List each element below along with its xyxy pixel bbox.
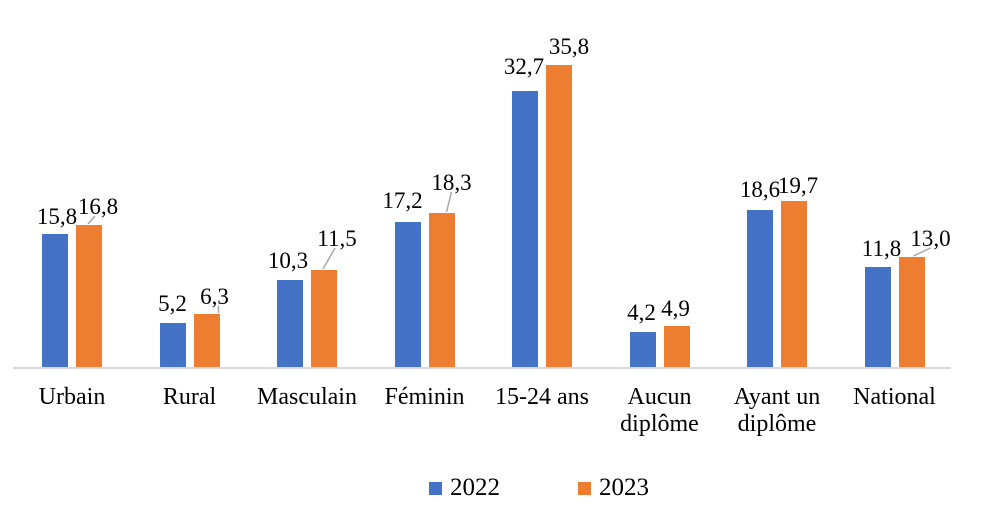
bar-2023-2 [311, 270, 337, 367]
category-label-5: Aucun diplôme [620, 384, 699, 437]
legend-item-2022: 2022 [429, 474, 500, 501]
leader-line-3 [445, 191, 453, 213]
value-label-2022-0: 15,8 [36, 204, 78, 229]
category-label-1: Rural [162, 384, 217, 410]
bar-2022-0 [42, 234, 68, 367]
category-label-3: Féminin [384, 384, 465, 410]
x-axis-line [13, 367, 951, 369]
bar-2022-1 [159, 323, 186, 367]
value-label-2022-3: 17,2 [382, 188, 423, 213]
bar-2023-0 [76, 225, 102, 367]
value-label-2023-6: 19,7 [777, 173, 819, 198]
bar-2023-4 [546, 65, 572, 367]
legend: 2022 2023 [429, 474, 649, 501]
legend-swatch-2023 [578, 481, 591, 495]
legend-item-2023: 2023 [578, 474, 649, 501]
value-label-2022-4: 32,7 [503, 54, 545, 79]
bar-2023-6 [781, 201, 807, 367]
bar-2023-7 [898, 257, 925, 367]
value-label-2023-3: 18,3 [431, 170, 472, 195]
bar-2023-3 [428, 213, 455, 367]
bar-2023-5 [663, 326, 690, 367]
bar-2022-5 [629, 332, 656, 367]
value-label-2023-4: 35,8 [548, 34, 590, 59]
category-label-2: Masculain [257, 384, 357, 410]
value-label-2023-0: 16,8 [77, 194, 119, 219]
bar-2022-4 [512, 91, 538, 367]
value-label-2023-2: 11,5 [317, 226, 357, 251]
value-label-2023-7: 13,0 [910, 226, 951, 251]
value-label-2023-1: 6,3 [200, 284, 229, 309]
value-label-2022-6: 18,6 [739, 177, 781, 202]
category-label-6: Ayant un diplôme [733, 384, 821, 437]
bar-2022-7 [864, 267, 891, 367]
legend-label-2022: 2022 [450, 474, 500, 501]
bar-2022-2 [277, 280, 303, 367]
bar-2022-3 [394, 222, 421, 367]
legend-label-2023: 2023 [599, 474, 649, 501]
value-label-2022-1: 5,2 [158, 291, 187, 316]
value-label-2022-5: 4,2 [627, 300, 656, 325]
category-label-4: 15-24 ans [495, 384, 589, 410]
value-label-2022-2: 10,3 [267, 248, 309, 273]
legend-swatch-2022 [429, 481, 442, 495]
bar-2022-6 [747, 210, 773, 367]
value-label-2022-7: 11,8 [861, 236, 902, 261]
category-label-0: Urbain [38, 384, 106, 410]
value-label-2023-5: 4,9 [661, 296, 690, 321]
bar-2023-1 [193, 314, 220, 367]
category-label-7: National [853, 384, 936, 410]
leader-line-2 [322, 247, 336, 270]
